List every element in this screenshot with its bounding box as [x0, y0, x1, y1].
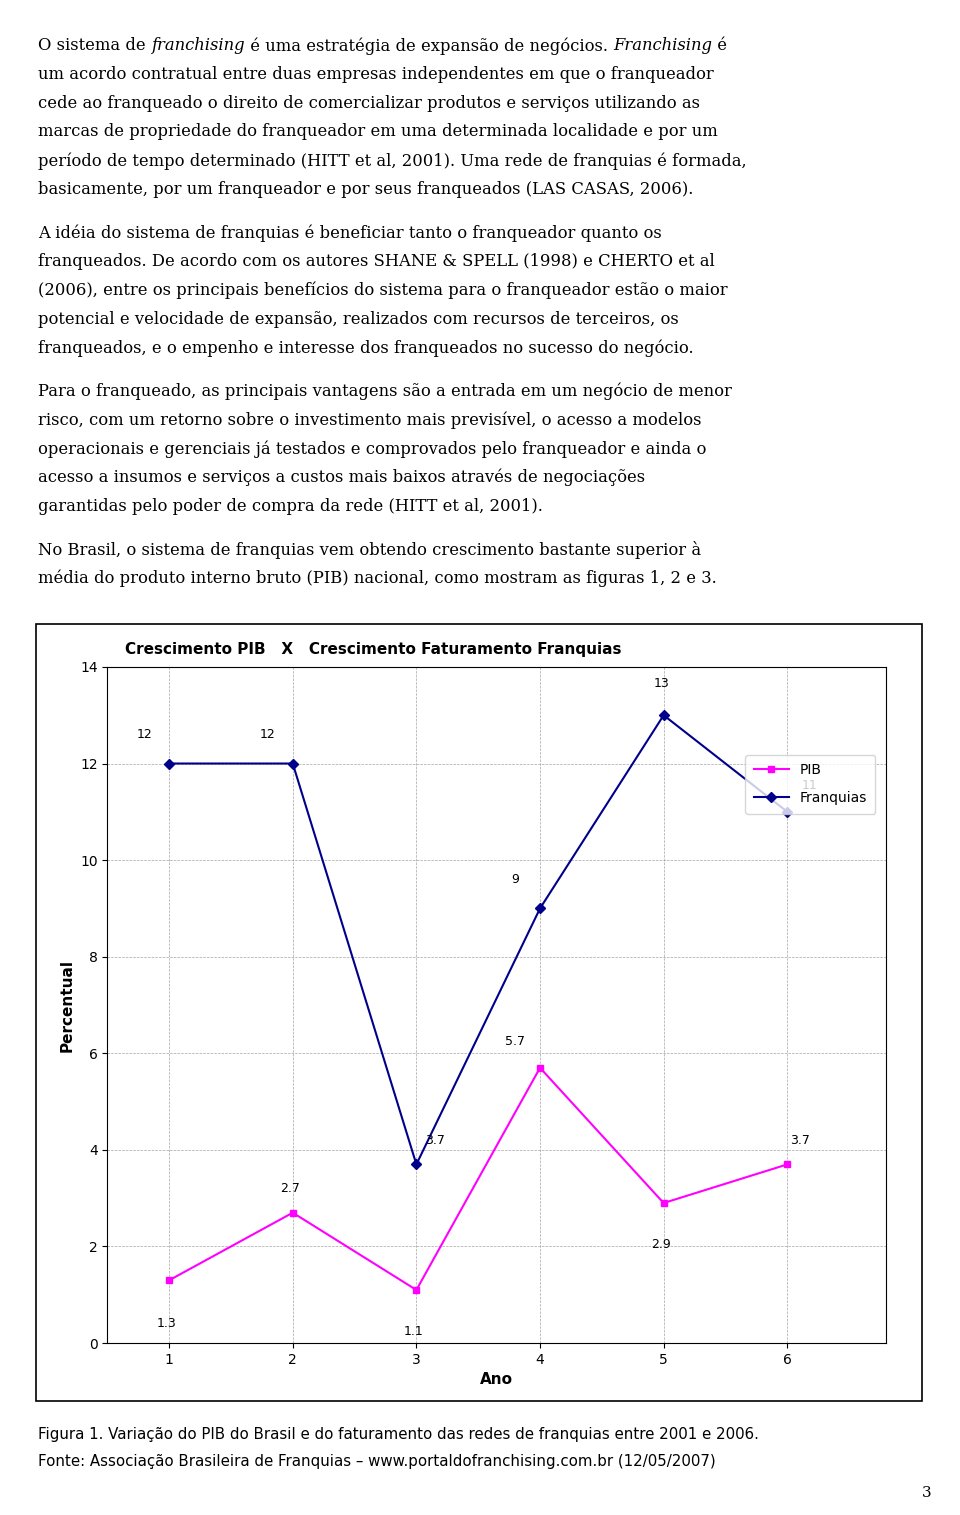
Text: Crescimento PIB   X   Crescimento Faturamento Franquias: Crescimento PIB X Crescimento Faturament…	[125, 642, 621, 658]
Franquias	[163, 754, 175, 773]
Text: 1.1: 1.1	[404, 1324, 423, 1338]
PIB	[658, 1194, 669, 1212]
PIB	[163, 1271, 175, 1289]
Text: é: é	[712, 36, 727, 55]
Text: 13: 13	[654, 677, 669, 691]
Text: período de tempo determinado (HITT et al, 2001). Uma rede de franquias é formada: período de tempo determinado (HITT et al…	[38, 153, 747, 170]
Text: acesso a insumos e serviços a custos mais baixos através de negociações: acesso a insumos e serviços a custos mai…	[38, 470, 645, 486]
Text: é uma estratégia de expansão de negócios.: é uma estratégia de expansão de negócios…	[245, 36, 613, 55]
Text: 12: 12	[136, 729, 153, 741]
Text: Para o franqueado, as principais vantagens são a entrada em um negócio de menor: Para o franqueado, as principais vantage…	[38, 382, 732, 400]
Text: (2006), entre os principais benefícios do sistema para o franqueador estão o mai: (2006), entre os principais benefícios d…	[38, 282, 728, 300]
Text: um acordo contratual entre duas empresas independentes em que o franqueador: um acordo contratual entre duas empresas…	[38, 65, 714, 83]
Text: basicamente, por um franqueador e por seus franqueados (LAS CASAS, 2006).: basicamente, por um franqueador e por se…	[38, 182, 694, 198]
Franquias	[781, 803, 793, 821]
PIB	[781, 1156, 793, 1174]
Text: operacionais e gerenciais já testados e comprovados pelo franqueador e ainda o: operacionais e gerenciais já testados e …	[38, 441, 707, 458]
Franquias	[658, 706, 669, 724]
Line: PIB: PIB	[166, 1065, 791, 1294]
Text: franqueados, e o empenho e interesse dos franqueados no sucesso do negócio.: franqueados, e o empenho e interesse dos…	[38, 339, 694, 358]
Text: Franchising: Franchising	[613, 36, 712, 55]
Franquias	[287, 754, 299, 773]
Text: risco, com um retorno sobre o investimento mais previsível, o acesso a modelos: risco, com um retorno sobre o investimen…	[38, 411, 702, 429]
Legend: PIB, Franquias: PIB, Franquias	[746, 754, 876, 814]
PIB	[535, 1059, 546, 1077]
Text: 2.7: 2.7	[280, 1182, 300, 1195]
Text: 12: 12	[260, 729, 276, 741]
Text: 3.7: 3.7	[425, 1133, 444, 1147]
Text: 2.9: 2.9	[651, 1238, 671, 1250]
PIB	[411, 1280, 422, 1298]
Text: franqueados. De acordo com os autores SHANE & SPELL (1998) e CHERTO et al: franqueados. De acordo com os autores SH…	[38, 253, 715, 270]
Text: franchising: franchising	[152, 36, 245, 55]
Y-axis label: Percentual: Percentual	[60, 959, 74, 1051]
Franquias	[535, 900, 546, 918]
PIB	[287, 1203, 299, 1221]
Text: 9: 9	[512, 873, 519, 886]
Text: Figura 1. Variação do PIB do Brasil e do faturamento das redes de franquias entr: Figura 1. Variação do PIB do Brasil e do…	[38, 1427, 759, 1442]
Text: cede ao franqueado o direito de comercializar produtos e serviços utilizando as: cede ao franqueado o direito de comercia…	[38, 94, 701, 112]
Text: Fonte: Associação Brasileira de Franquias – www.portaldofranchising.com.br (12/0: Fonte: Associação Brasileira de Franquia…	[38, 1454, 716, 1470]
Text: 5.7: 5.7	[505, 1035, 525, 1048]
X-axis label: Ano: Ano	[480, 1373, 514, 1388]
Text: marcas de propriedade do franqueador em uma determinada localidade e por um: marcas de propriedade do franqueador em …	[38, 124, 718, 141]
Text: 11: 11	[802, 779, 817, 792]
Text: O sistema de: O sistema de	[38, 36, 152, 55]
Text: 1.3: 1.3	[156, 1317, 177, 1330]
Line: Franquias: Franquias	[166, 712, 791, 1168]
Text: 3: 3	[922, 1486, 931, 1500]
Text: 3.7: 3.7	[790, 1133, 809, 1147]
Text: A idéia do sistema de franquias é beneficiar tanto o franqueador quanto os: A idéia do sistema de franquias é benefi…	[38, 224, 662, 242]
Text: garantidas pelo poder de compra da rede (HITT et al, 2001).: garantidas pelo poder de compra da rede …	[38, 497, 543, 515]
Franquias	[411, 1156, 422, 1174]
Text: potencial e velocidade de expansão, realizados com recursos de terceiros, os: potencial e velocidade de expansão, real…	[38, 311, 679, 327]
Text: No Brasil, o sistema de franquias vem obtendo crescimento bastante superior à: No Brasil, o sistema de franquias vem ob…	[38, 541, 702, 559]
Text: média do produto interno bruto (PIB) nacional, como mostram as figuras 1, 2 e 3.: média do produto interno bruto (PIB) nac…	[38, 570, 717, 588]
